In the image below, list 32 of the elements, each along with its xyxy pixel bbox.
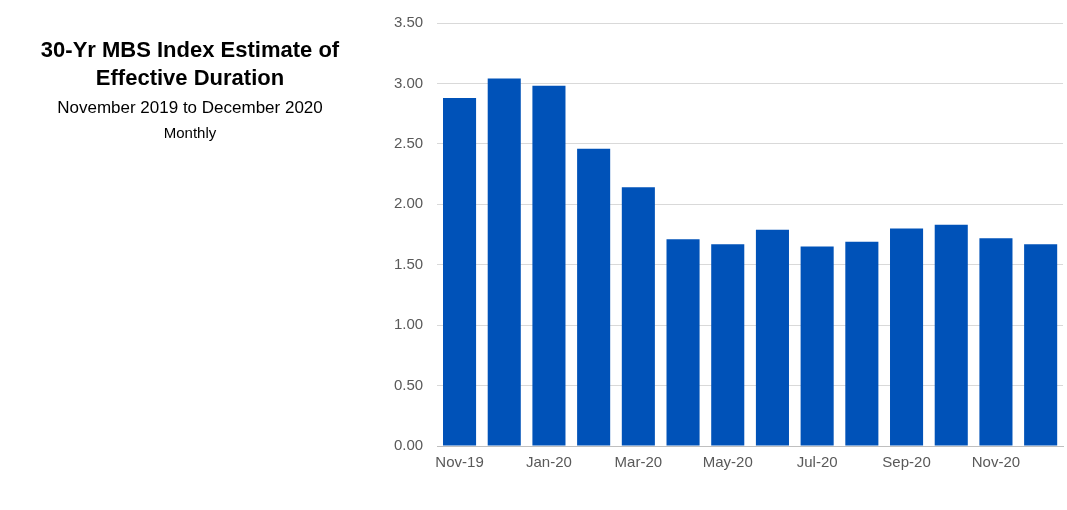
text: November 2019 to December 2020 bbox=[56, 98, 324, 118]
bar bbox=[621, 187, 655, 446]
bar bbox=[845, 241, 879, 446]
y-tick-label: 0.00 bbox=[393, 436, 424, 454]
bar bbox=[711, 244, 745, 446]
bar bbox=[443, 97, 477, 446]
bar bbox=[800, 246, 834, 446]
x-tick-label: Jul-20 bbox=[796, 453, 838, 471]
text: 30-Yr MBS Index Estimate of Effective Duration bbox=[39, 36, 341, 92]
bar bbox=[666, 239, 700, 446]
x-tick-label: Jan-20 bbox=[526, 453, 572, 471]
bar bbox=[755, 229, 789, 446]
x-tick-label: Sep-20 bbox=[882, 453, 931, 471]
bar bbox=[979, 238, 1013, 446]
bar bbox=[934, 224, 968, 446]
x-tick-label: Nov-20 bbox=[971, 453, 1021, 471]
y-tick-label: 3.50 bbox=[393, 13, 424, 31]
y-tick-label: 3.00 bbox=[393, 73, 424, 91]
bar bbox=[487, 78, 521, 446]
x-tick-label: May-20 bbox=[702, 453, 753, 471]
x-tick-label: Nov-19 bbox=[435, 453, 484, 471]
text: Monthly bbox=[162, 124, 218, 141]
x-tick-label: Mar-20 bbox=[614, 453, 663, 471]
bar bbox=[1024, 244, 1058, 446]
y-tick-label: 1.50 bbox=[393, 254, 424, 272]
bar bbox=[890, 228, 924, 446]
y-tick-label: 1.00 bbox=[393, 315, 424, 333]
y-tick-label: 2.00 bbox=[393, 194, 424, 212]
bar bbox=[532, 85, 566, 446]
bar bbox=[577, 148, 611, 446]
y-tick-label: 0.50 bbox=[393, 375, 424, 393]
y-tick-label: 2.50 bbox=[393, 134, 424, 151]
